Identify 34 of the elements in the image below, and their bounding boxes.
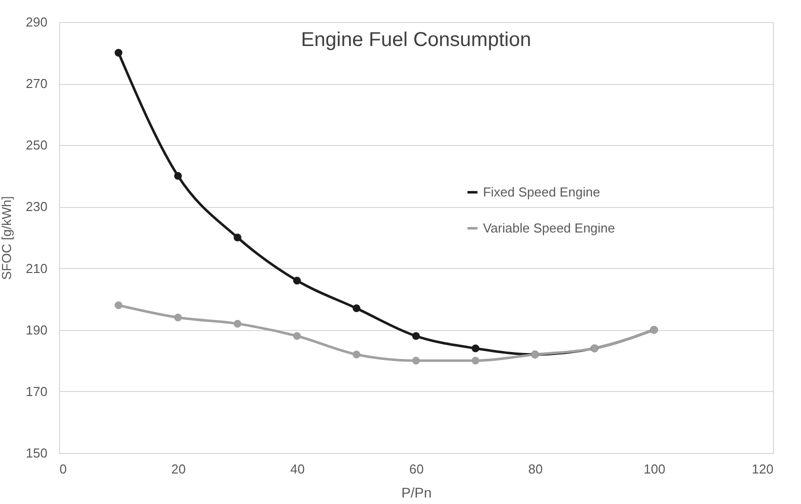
point <box>114 301 122 310</box>
x-tick-label: 40 <box>290 462 305 476</box>
legend-label: Variable Speed Engine <box>482 220 616 236</box>
x-tick-label: 120 <box>752 462 774 476</box>
point <box>293 276 301 284</box>
point <box>234 234 242 242</box>
point <box>412 356 420 365</box>
point <box>174 314 182 322</box>
x-tick-label: 60 <box>409 462 424 476</box>
y-tick-label: 270 <box>26 76 48 92</box>
point <box>352 304 360 312</box>
x-tick-label: 0 <box>60 462 67 476</box>
chart-title: Engine Fuel Consumption <box>300 29 532 51</box>
x-tick-label: 80 <box>528 462 543 476</box>
point <box>234 320 242 328</box>
y-tick-label: 190 <box>26 322 48 338</box>
y-tick-label: 210 <box>26 260 48 276</box>
point <box>352 350 360 358</box>
legend-label: Fixed Speed Engine <box>482 184 600 200</box>
point <box>114 48 122 57</box>
x-tick-label: 100 <box>644 462 666 476</box>
y-tick-label: 230 <box>26 199 48 214</box>
y-tick-label: 170 <box>26 384 48 399</box>
point <box>472 356 480 365</box>
y-axis-title: SFOC [g/kWh] <box>0 196 14 280</box>
y-tick-label: 150 <box>26 446 48 460</box>
y-tick-label: 250 <box>26 138 48 153</box>
x-tick-label: 20 <box>171 462 186 476</box>
x-axis-title: P/Pn <box>401 484 432 500</box>
point <box>472 344 480 352</box>
point <box>174 172 182 180</box>
y-tick-label: 290 <box>26 14 48 30</box>
point <box>412 332 420 340</box>
point <box>293 332 301 340</box>
